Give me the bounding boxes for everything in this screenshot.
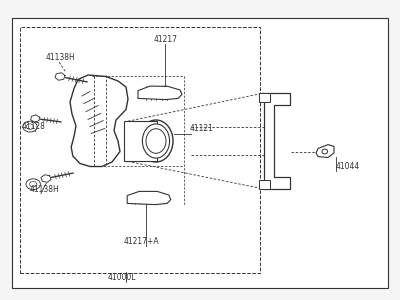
FancyBboxPatch shape — [259, 93, 270, 102]
Text: 41121: 41121 — [190, 124, 214, 134]
Polygon shape — [70, 75, 128, 166]
FancyBboxPatch shape — [259, 180, 270, 189]
Polygon shape — [127, 191, 171, 205]
Ellipse shape — [23, 121, 37, 132]
Polygon shape — [55, 73, 65, 80]
Polygon shape — [31, 115, 40, 122]
Polygon shape — [138, 86, 182, 100]
Ellipse shape — [142, 124, 170, 158]
Ellipse shape — [139, 120, 173, 162]
Text: 41128: 41128 — [22, 122, 46, 130]
Text: 41044: 41044 — [336, 162, 360, 171]
Text: 41138H: 41138H — [30, 184, 60, 194]
Text: 41217+A: 41217+A — [124, 237, 160, 246]
Polygon shape — [41, 175, 51, 182]
Ellipse shape — [26, 179, 40, 190]
FancyBboxPatch shape — [12, 18, 388, 288]
Text: 41000L: 41000L — [108, 273, 136, 282]
Polygon shape — [316, 145, 334, 158]
Polygon shape — [264, 93, 290, 189]
Text: 41138H: 41138H — [46, 52, 76, 62]
FancyBboxPatch shape — [124, 121, 157, 161]
Text: 41217: 41217 — [154, 34, 178, 43]
